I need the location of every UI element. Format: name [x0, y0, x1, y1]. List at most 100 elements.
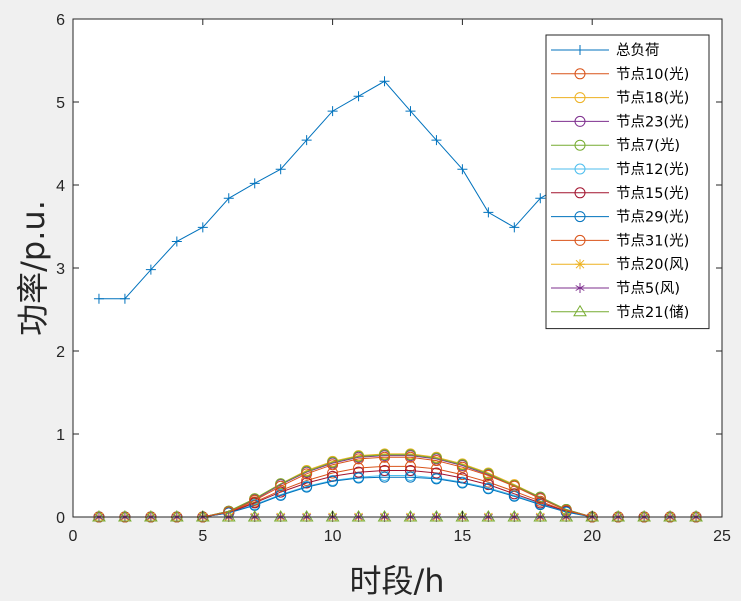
data-point: [535, 193, 546, 204]
legend-entry: 节点21(储): [551, 304, 689, 321]
data-point: [249, 178, 260, 189]
x-tick-label: 20: [583, 528, 601, 545]
data-point: [481, 510, 496, 522]
data-point: [301, 477, 313, 489]
data-point: [223, 193, 234, 204]
data-point: [405, 106, 416, 117]
data-point: [456, 459, 468, 471]
data-point: [482, 476, 494, 488]
data-point: [145, 264, 156, 275]
legend-marker: [574, 211, 586, 223]
legend-marker: [574, 187, 586, 199]
data-point: [379, 465, 391, 477]
data-point: [171, 236, 182, 247]
data-point: [299, 510, 314, 522]
legend-marker: [574, 163, 586, 175]
data-point: [353, 91, 364, 102]
data-point: [534, 493, 546, 505]
legend-label: 节点23(光): [616, 113, 689, 130]
data-point: [663, 510, 677, 522]
x-tick-label: 15: [454, 528, 472, 545]
legend-marker: [573, 304, 587, 317]
legend-label: 节点29(光): [616, 209, 689, 226]
data-point: [327, 459, 339, 471]
legend-entry: 节点23(光): [551, 113, 689, 130]
x-tick-label: 0: [69, 528, 78, 545]
data-point: [353, 472, 365, 484]
data-point: [482, 470, 494, 481]
data-point: [247, 510, 262, 522]
legend-box: [545, 34, 710, 330]
y-tick-label: 1: [56, 427, 65, 444]
data-point: [353, 453, 365, 465]
data-point: [559, 510, 574, 522]
data-point: [327, 475, 339, 487]
data-point: [404, 465, 416, 477]
data-point: [301, 481, 313, 493]
data-point: [430, 452, 442, 464]
y-tick-label: 6: [56, 12, 65, 29]
data-point: [169, 510, 184, 522]
data-point: [403, 510, 418, 522]
y-tick-label: 3: [56, 261, 65, 278]
legend-marker: [574, 139, 586, 151]
data-point: [430, 455, 442, 467]
data-point: [379, 471, 391, 483]
data-point: [585, 510, 600, 522]
data-point: [455, 510, 470, 522]
data-point: [275, 164, 286, 175]
data-point: [249, 494, 261, 506]
data-point: [119, 293, 130, 304]
y-tick-label: 5: [56, 95, 65, 112]
y-tick-label: 4: [56, 178, 65, 195]
data-point: [404, 460, 416, 472]
data-point: [118, 510, 132, 522]
data-point: [404, 471, 416, 483]
data-point: [456, 461, 468, 473]
legend-entry: 节点31(光): [551, 232, 689, 249]
legend-label: 节点12(光): [616, 161, 689, 178]
data-point: [353, 450, 365, 462]
y-tick-label: 2: [56, 344, 65, 361]
legend-entry: 节点7(光): [551, 137, 680, 154]
x-tick-label: 25: [713, 528, 731, 545]
data-point: [351, 510, 366, 522]
data-point: [507, 510, 522, 522]
data-point: [509, 222, 520, 233]
legend-marker: [575, 45, 585, 55]
data-point: [301, 135, 312, 146]
data-point: [404, 449, 416, 461]
legend-entry: 节点15(光): [551, 185, 689, 202]
data-point: [273, 510, 288, 522]
data-point: [482, 479, 494, 491]
legend-marker: [575, 283, 585, 293]
legend-entry: 节点29(光): [551, 209, 689, 226]
legend-entry: 节点5(风): [551, 280, 680, 297]
x-axis-title: 时段/h: [349, 562, 444, 600]
data-point: [221, 510, 236, 522]
data-point: [611, 510, 626, 522]
legend-label: 节点20(风): [616, 256, 689, 273]
data-point: [430, 467, 442, 479]
data-point: [325, 510, 340, 522]
legend-entry: 节点12(光): [551, 161, 689, 178]
data-point: [301, 468, 313, 480]
data-point: [508, 480, 520, 492]
data-point: [275, 489, 287, 501]
legend-marker: [574, 92, 586, 104]
data-point: [430, 473, 442, 485]
data-point: [508, 488, 520, 500]
legend-label: 节点21(储): [616, 304, 689, 321]
data-point: [327, 456, 339, 468]
data-point: [379, 449, 391, 461]
data-point: [275, 480, 287, 492]
data-point: [275, 486, 287, 498]
data-point: [379, 460, 391, 472]
legend-label: 总负荷: [616, 42, 660, 59]
legend-marker: [574, 68, 586, 80]
axes-layer: 0 5 10 15 20 25 0 1 2 3 4 5 6: [56, 12, 731, 545]
legend-entry: 节点20(风): [551, 256, 689, 273]
legend-marker: [574, 234, 586, 246]
y-axis-title: 功率/p.u.: [14, 200, 52, 336]
data-point: [482, 483, 494, 495]
